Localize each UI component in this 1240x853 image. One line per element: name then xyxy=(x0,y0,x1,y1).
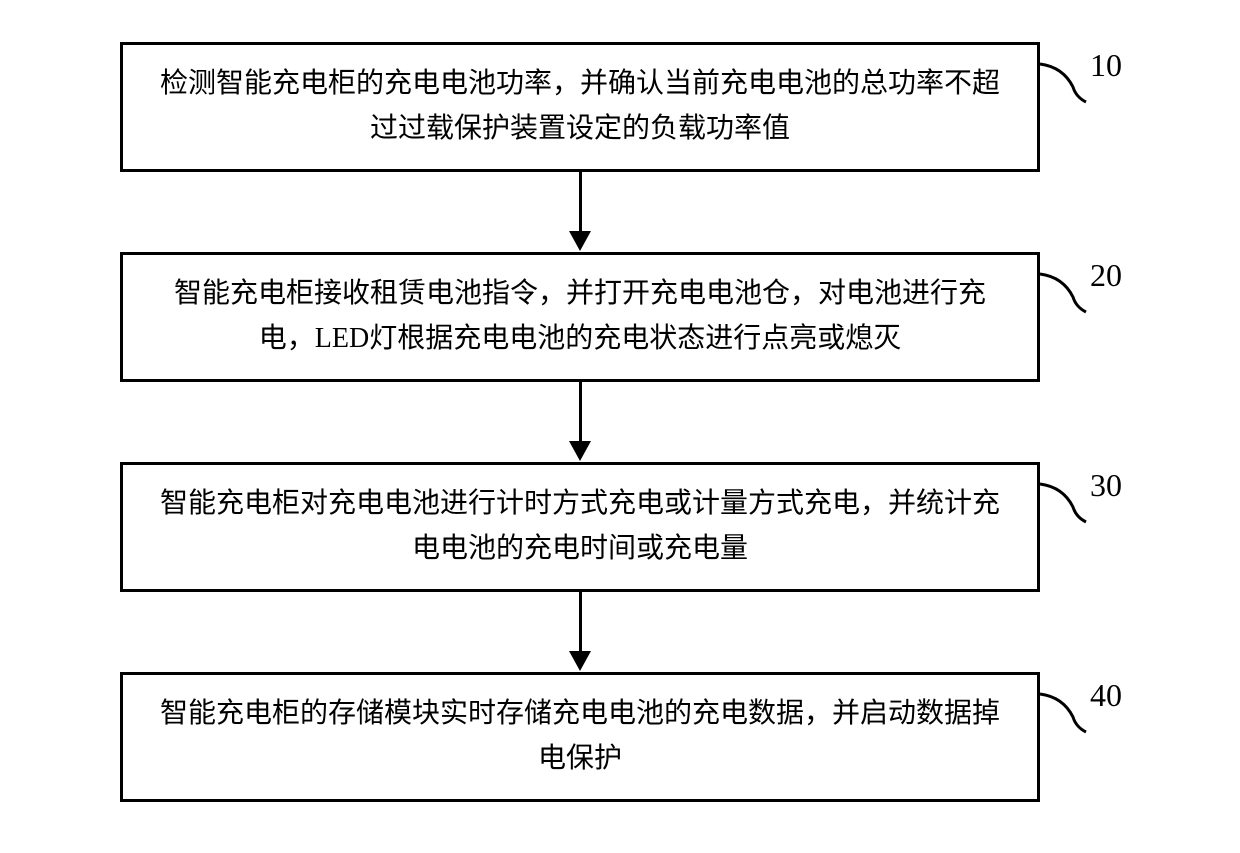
flow-step-3-text: 智能充电柜对充电电池进行计时方式充电或计量方式充电，并统计充电电池的充电时间或充… xyxy=(147,482,1013,572)
flow-step-4-text: 智能充电柜的存储模块实时存储充电电池的充电数据，并启动数据掉电保护 xyxy=(147,692,1013,782)
flow-step-1-text: 检测智能充电柜的充电电池功率，并确认当前充电电池的总功率不超过过载保护装置设定的… xyxy=(147,62,1013,152)
flow-step-2-text: 智能充电柜接收租赁电池指令，并打开充电电池仓，对电池进行充电，LED灯根据充电电… xyxy=(147,272,1013,362)
flow-label-2: 20 xyxy=(1090,257,1122,294)
flow-step-1: 检测智能充电柜的充电电池功率，并确认当前充电电池的总功率不超过过载保护装置设定的… xyxy=(120,42,1040,172)
flow-arrow-1 xyxy=(569,172,591,251)
flow-arrow-2 xyxy=(569,382,591,461)
flow-label-1: 10 xyxy=(1090,47,1122,84)
flow-arrow-3 xyxy=(569,592,591,671)
flow-step-3: 智能充电柜对充电电池进行计时方式充电或计量方式充电，并统计充电电池的充电时间或充… xyxy=(120,462,1040,592)
label-curve-3 xyxy=(1038,482,1088,532)
label-curve-4 xyxy=(1038,692,1088,742)
flow-step-4: 智能充电柜的存储模块实时存储充电电池的充电数据，并启动数据掉电保护 xyxy=(120,672,1040,802)
label-curve-2 xyxy=(1038,272,1088,322)
flow-label-3: 30 xyxy=(1090,467,1122,504)
flow-label-4: 40 xyxy=(1090,677,1122,714)
flow-step-2: 智能充电柜接收租赁电池指令，并打开充电电池仓，对电池进行充电，LED灯根据充电电… xyxy=(120,252,1040,382)
label-curve-1 xyxy=(1038,62,1088,112)
flowchart-container: 检测智能充电柜的充电电池功率，并确认当前充电电池的总功率不超过过载保护装置设定的… xyxy=(70,27,1170,827)
